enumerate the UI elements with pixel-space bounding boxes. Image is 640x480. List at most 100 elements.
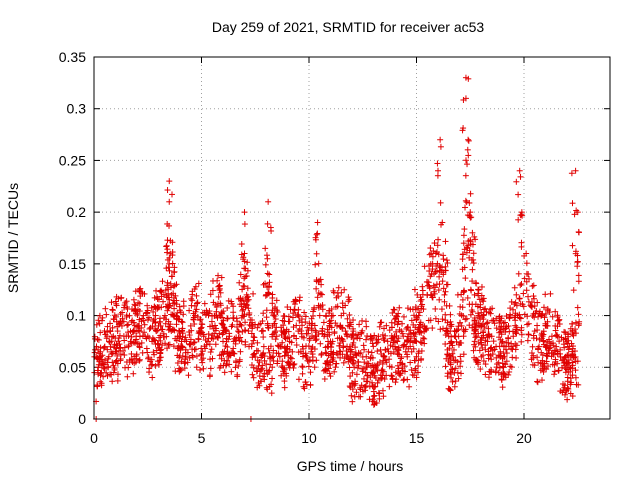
data-point	[382, 347, 389, 354]
data-point	[160, 298, 167, 305]
data-point	[315, 260, 322, 267]
data-point	[515, 191, 522, 198]
data-point	[288, 339, 295, 346]
data-point	[136, 333, 143, 340]
data-point	[245, 296, 252, 303]
data-point	[574, 263, 581, 270]
data-point	[178, 338, 185, 345]
data-point	[244, 297, 251, 304]
data-point	[174, 360, 181, 367]
data-point	[528, 304, 535, 311]
data-point	[164, 279, 171, 286]
data-point	[164, 307, 171, 314]
data-point	[573, 330, 580, 337]
data-point	[312, 337, 319, 344]
data-point	[429, 325, 436, 332]
data-point	[339, 351, 346, 358]
data-point	[166, 178, 173, 185]
data-point	[342, 328, 349, 335]
data-point	[309, 358, 316, 365]
data-point	[540, 304, 547, 311]
data-point	[384, 338, 391, 345]
data-point	[441, 291, 448, 298]
data-point	[228, 368, 235, 375]
data-point	[482, 361, 489, 368]
data-point	[379, 387, 386, 394]
data-point	[435, 287, 442, 294]
data-point	[465, 152, 472, 159]
data-point	[507, 363, 514, 370]
data-point	[105, 363, 112, 370]
data-point	[191, 321, 198, 328]
data-point	[303, 354, 310, 361]
data-point	[105, 353, 112, 360]
data-point	[260, 343, 267, 350]
data-point	[355, 331, 362, 338]
data-point	[460, 96, 467, 103]
data-point	[377, 372, 384, 379]
data-point	[300, 345, 307, 352]
data-point	[322, 349, 329, 356]
data-point	[266, 271, 273, 278]
data-point	[260, 373, 267, 380]
data-point	[549, 349, 556, 356]
data-point	[542, 310, 549, 317]
data-point	[217, 289, 224, 296]
data-point	[439, 278, 446, 285]
data-point	[172, 368, 179, 375]
data-point	[141, 290, 148, 297]
data-point	[249, 323, 256, 330]
data-point	[479, 321, 486, 328]
data-point	[508, 298, 515, 305]
data-point	[371, 392, 378, 399]
data-point	[355, 350, 362, 357]
data-point	[493, 354, 500, 361]
data-point	[480, 357, 487, 364]
data-point	[482, 346, 489, 353]
data-point	[388, 364, 395, 371]
data-point	[465, 136, 472, 143]
data-point	[104, 323, 111, 330]
data-point	[261, 353, 268, 360]
data-point	[111, 312, 118, 319]
y-tick-label: 0.1	[67, 308, 87, 324]
data-point	[114, 342, 121, 349]
data-point	[195, 336, 202, 343]
data-point	[459, 251, 466, 258]
data-point	[572, 319, 579, 326]
x-tick-label: 15	[409, 430, 425, 446]
data-point	[452, 378, 459, 385]
data-point	[531, 362, 538, 369]
data-point	[505, 323, 512, 330]
data-point	[189, 297, 196, 304]
data-point	[442, 363, 449, 370]
data-point	[513, 354, 520, 361]
data-point	[394, 313, 401, 320]
data-point	[265, 198, 272, 205]
data-point	[468, 287, 475, 294]
data-point	[382, 332, 389, 339]
data-point	[227, 352, 234, 359]
data-point	[487, 369, 494, 376]
data-point	[396, 351, 403, 358]
data-point	[241, 283, 248, 290]
data-point	[180, 311, 187, 318]
data-point	[151, 316, 158, 323]
data-point	[485, 374, 492, 381]
data-point	[299, 370, 306, 377]
data-point	[407, 359, 414, 366]
data-point	[198, 320, 205, 327]
data-point	[259, 327, 266, 334]
data-point	[159, 278, 166, 285]
data-point	[469, 308, 476, 315]
data-point	[104, 346, 111, 353]
data-point	[181, 365, 188, 372]
data-point	[254, 339, 261, 346]
data-point	[270, 312, 277, 319]
data-point	[517, 282, 524, 289]
data-point	[304, 324, 311, 331]
data-point	[480, 295, 487, 302]
y-axis-label: SRMTID / TECUs	[5, 183, 21, 293]
